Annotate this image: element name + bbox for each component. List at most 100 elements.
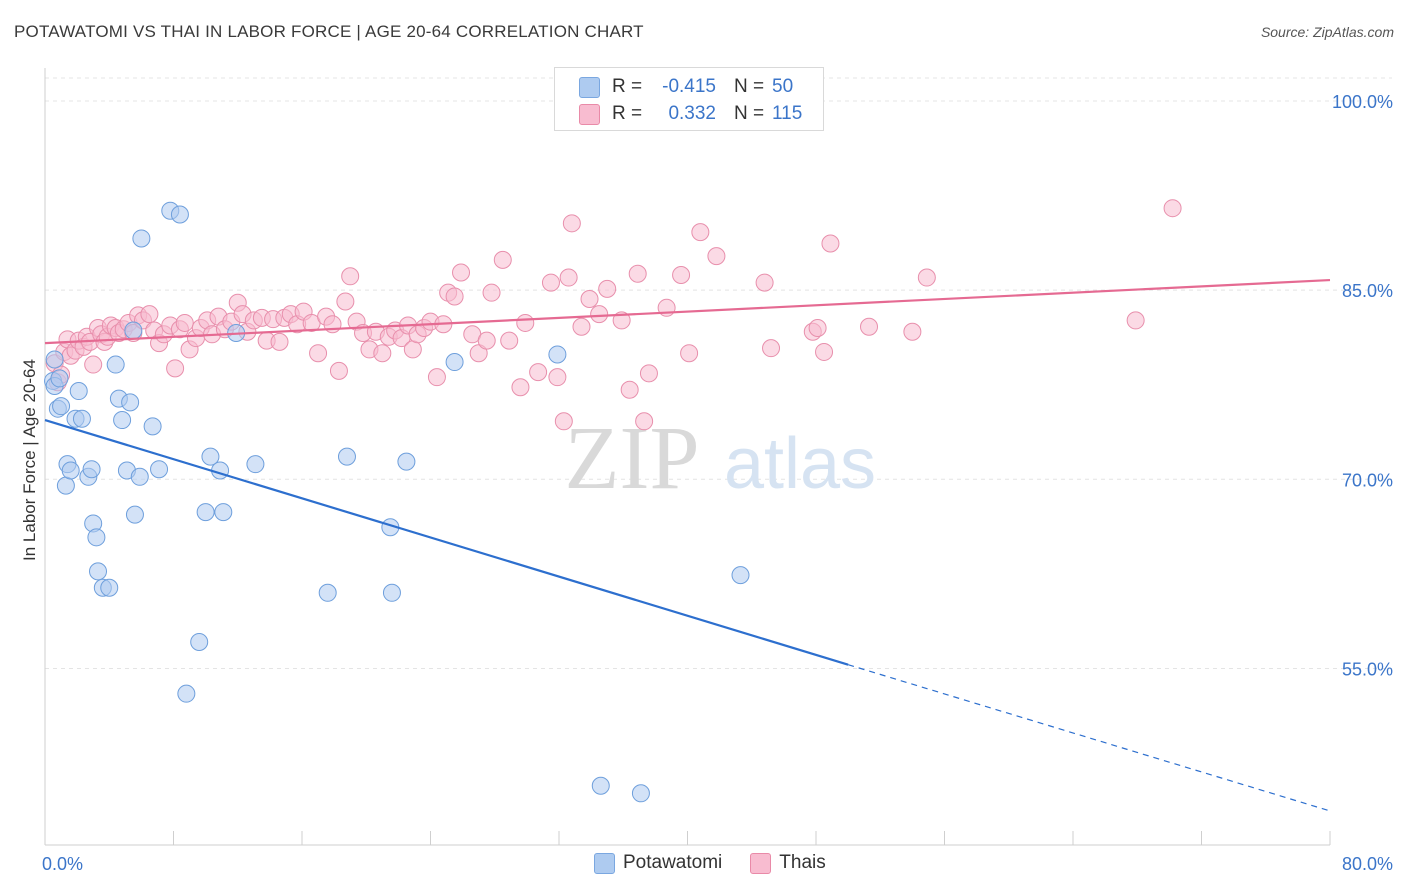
data-point-thais bbox=[707, 247, 726, 266]
data-point-thais bbox=[559, 268, 578, 287]
data-point-potawatomi bbox=[89, 562, 108, 581]
data-point-thais bbox=[815, 342, 834, 361]
data-point-potawatomi bbox=[548, 345, 567, 364]
legend-row-potawatomi: R = -0.415 N = 50 bbox=[579, 75, 793, 99]
data-point-potawatomi bbox=[143, 417, 162, 436]
data-point-potawatomi bbox=[100, 578, 119, 597]
data-point-potawatomi bbox=[214, 503, 233, 522]
data-point-thais bbox=[620, 380, 639, 399]
data-point-thais bbox=[445, 287, 464, 306]
data-point-potawatomi bbox=[397, 452, 416, 471]
source-credit: Source: ZipAtlas.com bbox=[1260, 24, 1394, 40]
data-point-thais bbox=[628, 264, 647, 283]
legend-item-thais: Thais bbox=[750, 852, 826, 874]
y-tick-label: 70.0% bbox=[1342, 470, 1393, 490]
data-point-potawatomi bbox=[150, 460, 169, 479]
data-point-thais bbox=[309, 344, 328, 363]
data-point-potawatomi bbox=[106, 355, 125, 374]
data-point-potawatomi bbox=[196, 503, 215, 522]
legend-r-label: R = bbox=[612, 76, 643, 97]
stats-legend: R = -0.415 N = 50 R = 0.332 N = 115 bbox=[554, 67, 824, 131]
data-point-thais bbox=[580, 289, 599, 308]
data-point-thais bbox=[635, 412, 654, 431]
data-point-potawatomi bbox=[56, 476, 75, 495]
data-point-potawatomi bbox=[190, 632, 209, 651]
data-point-thais bbox=[639, 364, 658, 383]
legend-r-label: R = bbox=[612, 103, 643, 124]
legend-swatch-potawatomi bbox=[594, 852, 615, 874]
data-point-potawatomi bbox=[52, 397, 71, 416]
trend-line-extension-potawatomi bbox=[847, 664, 1331, 812]
data-point-thais bbox=[808, 318, 827, 337]
data-point-thais bbox=[477, 331, 496, 350]
legend-swatch-potawatomi bbox=[579, 76, 600, 98]
x-tick-label-min: 0.0% bbox=[42, 854, 83, 874]
data-point-thais bbox=[427, 368, 446, 387]
data-point-thais bbox=[1126, 311, 1145, 330]
data-point-potawatomi bbox=[201, 447, 220, 466]
y-tick-label: 55.0% bbox=[1342, 659, 1393, 679]
gridlines bbox=[45, 77, 1392, 669]
data-point-potawatomi bbox=[246, 455, 265, 474]
data-point-thais bbox=[612, 311, 631, 330]
data-points bbox=[44, 199, 1182, 803]
legend-row-thais: R = 0.332 N = 115 bbox=[579, 102, 802, 126]
data-point-thais bbox=[529, 363, 548, 382]
data-point-thais bbox=[860, 317, 879, 336]
data-point-potawatomi bbox=[337, 447, 356, 466]
legend-n-value: 115 bbox=[772, 103, 803, 124]
data-point-potawatomi bbox=[61, 461, 80, 480]
tick-labels: 55.0% 70.0% 85.0% 100.0% 0.0% 80.0% bbox=[42, 92, 1393, 874]
watermark: ZIP atlas bbox=[565, 409, 877, 508]
data-point-potawatomi bbox=[124, 321, 143, 340]
legend-label-thais: Thais bbox=[779, 852, 826, 873]
data-point-thais bbox=[516, 313, 535, 332]
data-point-thais bbox=[270, 332, 289, 351]
data-point-potawatomi bbox=[45, 350, 64, 369]
data-point-thais bbox=[511, 378, 530, 397]
data-point-potawatomi bbox=[382, 583, 401, 602]
trend-lines bbox=[44, 278, 1331, 812]
data-point-thais bbox=[762, 339, 781, 358]
data-point-thais bbox=[482, 283, 501, 302]
data-point-thais bbox=[166, 359, 185, 378]
data-point-thais bbox=[403, 340, 422, 359]
data-point-potawatomi bbox=[445, 353, 464, 372]
trend-line-thais bbox=[44, 278, 1331, 345]
data-point-thais bbox=[598, 279, 617, 298]
data-point-thais bbox=[373, 344, 392, 363]
data-point-potawatomi bbox=[132, 229, 151, 248]
data-point-potawatomi bbox=[125, 505, 144, 524]
legend-label-potawatomi: Potawatomi bbox=[623, 852, 723, 873]
data-point-potawatomi bbox=[130, 467, 149, 486]
trend-line-potawatomi bbox=[44, 418, 849, 666]
data-point-potawatomi bbox=[50, 369, 69, 388]
data-point-potawatomi bbox=[731, 566, 750, 585]
legend-n-label: N = bbox=[734, 76, 765, 97]
watermark-atlas: atlas bbox=[724, 424, 876, 504]
data-point-potawatomi bbox=[72, 409, 91, 428]
data-point-thais bbox=[821, 234, 840, 253]
data-point-thais bbox=[493, 250, 512, 269]
data-point-thais bbox=[590, 305, 609, 324]
data-point-potawatomi bbox=[318, 583, 337, 602]
data-point-potawatomi bbox=[591, 776, 610, 795]
data-point-thais bbox=[341, 267, 360, 286]
legend-item-potawatomi: Potawatomi bbox=[594, 852, 722, 874]
y-tick-label: 100.0% bbox=[1332, 92, 1393, 112]
legend-swatch-thais bbox=[750, 852, 772, 874]
watermark-zip: ZIP bbox=[565, 409, 700, 508]
chart-title: POTAWATOMI VS THAI IN LABOR FORCE | AGE … bbox=[14, 22, 644, 41]
data-point-thais bbox=[572, 317, 591, 336]
legend-swatch-thais bbox=[579, 103, 600, 125]
data-point-thais bbox=[140, 305, 159, 324]
data-point-thais bbox=[336, 292, 355, 311]
y-tick-label: 85.0% bbox=[1342, 281, 1393, 301]
data-point-thais bbox=[469, 344, 488, 363]
data-point-thais bbox=[1163, 199, 1182, 218]
data-point-thais bbox=[903, 322, 922, 341]
data-point-thais bbox=[329, 361, 348, 380]
data-point-potawatomi bbox=[121, 393, 140, 412]
legend-n-value: 50 bbox=[772, 76, 794, 97]
